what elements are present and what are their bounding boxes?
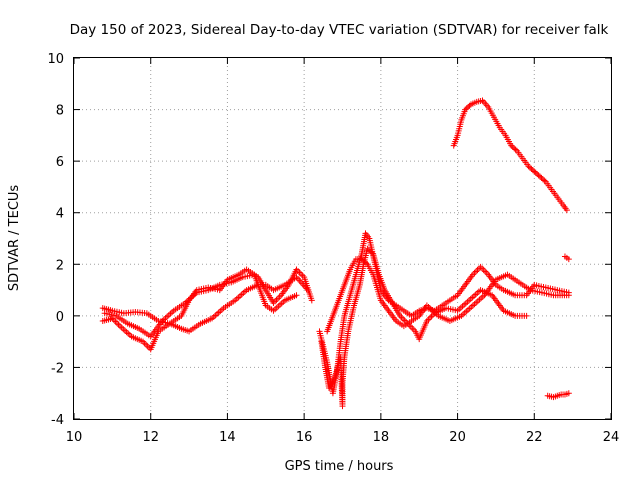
data-point-marker xyxy=(472,268,479,275)
data-point-marker xyxy=(298,271,305,278)
data-point-marker xyxy=(535,172,542,179)
data-point-marker xyxy=(537,173,544,180)
data-point-marker xyxy=(275,295,282,302)
data-point-marker xyxy=(474,266,481,273)
plot-frame xyxy=(73,57,612,420)
grid xyxy=(74,58,611,419)
data-point-marker xyxy=(296,269,303,276)
data-point-marker xyxy=(531,168,538,175)
data-point-marker xyxy=(565,292,572,299)
x-tick-label: 20 xyxy=(449,430,466,445)
data-point-marker xyxy=(509,143,516,150)
data-point-marker xyxy=(565,256,572,263)
data-point-marker xyxy=(361,258,368,265)
data-point-marker xyxy=(565,390,572,397)
x-tick-label: 14 xyxy=(219,430,236,445)
data-point-marker xyxy=(539,176,546,183)
data-point-marker xyxy=(482,268,489,275)
y-axis-label: SDTVAR / TECUs xyxy=(7,185,22,292)
y-tick-label: 6 xyxy=(56,155,64,170)
data-point-marker xyxy=(308,297,315,304)
data-point-marker xyxy=(358,256,365,263)
data-point-marker xyxy=(528,165,535,172)
chart-title: Day 150 of 2023, Sidereal Day-to-day VTE… xyxy=(70,22,609,38)
data-point-marker xyxy=(534,171,541,178)
data-point-marker xyxy=(362,259,369,266)
data-point-marker xyxy=(276,293,283,300)
y-tick-label: 4 xyxy=(56,207,64,222)
data-point-marker xyxy=(365,247,372,254)
data-point-marker xyxy=(512,146,519,153)
data-point-marker xyxy=(398,314,405,321)
data-point-marker xyxy=(483,270,490,277)
y-tick-label: 0 xyxy=(56,310,64,325)
data-point-marker xyxy=(538,174,545,181)
data-point-marker xyxy=(462,106,469,113)
data-point-marker xyxy=(463,105,470,112)
x-tick-label: 10 xyxy=(66,430,83,445)
data-point-marker xyxy=(480,266,487,273)
data-point-marker xyxy=(511,145,518,152)
data-point-marker xyxy=(293,292,300,299)
data-point-marker xyxy=(368,249,375,256)
data-point-marker xyxy=(563,207,570,214)
data-point-marker xyxy=(466,102,473,109)
data-point-marker xyxy=(529,167,536,174)
x-tick-label: 24 xyxy=(603,430,620,445)
data-point-marker xyxy=(541,177,548,184)
data-point-marker xyxy=(144,343,151,350)
data-point-marker xyxy=(525,163,532,170)
data-point-marker xyxy=(471,270,478,277)
x-tick-label: 22 xyxy=(526,430,543,445)
x-tick-label: 16 xyxy=(296,430,313,445)
data-point-marker xyxy=(367,248,374,255)
data-point-marker xyxy=(115,321,122,328)
data-point-marker xyxy=(526,164,533,171)
data-point-marker xyxy=(364,245,371,252)
data-point-marker xyxy=(532,169,539,176)
x-tick-label: 12 xyxy=(142,430,159,445)
data-point-marker xyxy=(360,257,367,264)
y-tick-label: 10 xyxy=(47,52,64,67)
y-tick-label: 2 xyxy=(56,258,64,273)
y-tick-label: -4 xyxy=(51,413,64,428)
data-point-marker xyxy=(479,265,486,272)
data-point-marker xyxy=(113,320,120,327)
data-point-marker xyxy=(143,341,150,348)
data-markers xyxy=(99,97,572,410)
x-tick-label: 18 xyxy=(373,430,390,445)
x-axis-label: GPS time / hours xyxy=(285,459,394,474)
data-point-marker xyxy=(465,103,472,110)
data-point-marker xyxy=(273,296,280,303)
y-tick-label: -2 xyxy=(51,361,64,376)
data-point-marker xyxy=(400,315,407,322)
data-point-marker xyxy=(426,314,433,321)
data-point-marker xyxy=(409,325,416,332)
data-point-marker xyxy=(508,142,515,149)
axis-ticks xyxy=(73,57,612,420)
data-point-marker xyxy=(523,312,530,319)
data-point-marker xyxy=(304,287,311,294)
y-tick-label: 8 xyxy=(56,104,64,119)
